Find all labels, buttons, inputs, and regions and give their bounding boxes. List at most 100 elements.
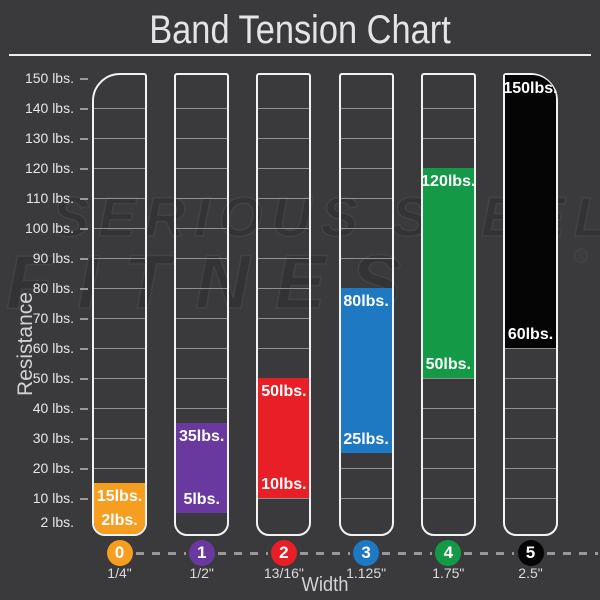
y-tick-mark [80, 318, 88, 320]
gridline [94, 318, 145, 319]
y-tick-mark [80, 468, 88, 470]
y-tick-label: 50 lbs. [32, 370, 74, 386]
gridline [258, 288, 310, 289]
gridline [176, 198, 228, 199]
x-axis-title: Width [301, 574, 349, 596]
gridline [340, 228, 392, 229]
band-bar: 15lbs. 2lbs. [94, 483, 145, 534]
gridline [505, 348, 556, 349]
gridline [505, 378, 556, 379]
gridline [258, 108, 310, 109]
band-min-label: 25lbs. [343, 431, 389, 448]
y-tick-label: 40 lbs. [32, 400, 74, 416]
y-tick-mark [80, 108, 88, 110]
gridline [258, 258, 310, 259]
dashed-connector [464, 552, 515, 555]
gridline [258, 228, 310, 229]
y-tick-label: 60 lbs. [32, 340, 74, 356]
band-bar: 120lbs. 50lbs. [421, 168, 475, 378]
gridline [422, 378, 474, 379]
band-number-circle: 0 [106, 540, 133, 566]
gridline [422, 108, 474, 109]
y-tick-label: 100 lbs. [24, 220, 74, 236]
y-tick-label: 90 lbs. [32, 250, 74, 266]
registered-trademark-icon: ® [573, 246, 589, 269]
y-tick-label: 130 lbs. [24, 130, 74, 146]
band-bar: 35lbs. 5lbs. [176, 423, 228, 513]
gridline [94, 408, 145, 409]
gridline [94, 108, 145, 109]
gridline [340, 168, 392, 169]
dashed-connector [217, 552, 268, 555]
band-width-label: 13/16" [263, 565, 304, 581]
band-width-label: 2.5" [518, 565, 543, 581]
gridline [176, 228, 228, 229]
gridline [422, 408, 474, 409]
y-tick-label: 70 lbs. [32, 310, 74, 326]
y-tick-mark [80, 258, 88, 260]
brand-watermark-line2: FITNESS [5, 240, 502, 325]
gridline [505, 408, 556, 409]
gridline [176, 378, 228, 379]
band-max-label: 150lbs. [503, 80, 558, 97]
gridline [258, 318, 310, 319]
band-max-label: 35lbs. [179, 428, 225, 445]
y-tick-mark [80, 498, 88, 500]
gridline [258, 138, 310, 139]
band-width-label: 1.75" [432, 565, 465, 581]
y-tick-mark [80, 378, 88, 380]
gridline [176, 348, 228, 349]
band-min-label: 5lbs. [183, 491, 220, 508]
y-tick-label: 80 lbs. [32, 280, 74, 296]
gridline [340, 498, 392, 499]
band-min-label: 50lbs. [425, 356, 471, 373]
y-tick-label: 10 lbs. [32, 490, 74, 506]
gridline [94, 228, 145, 229]
band-tube: 150lbs. 60lbs. [503, 73, 558, 536]
band-bar: 150lbs. 60lbs. [503, 75, 558, 348]
gridline [94, 288, 145, 289]
gridline [94, 258, 145, 259]
y-tick-mark [80, 78, 88, 80]
dashed-connector [546, 552, 598, 555]
band-width-label: 1/4" [107, 565, 132, 581]
band-bar: 50lbs. 10lbs. [258, 378, 310, 498]
y-tick-mark [80, 288, 88, 290]
y-tick-mark [80, 168, 88, 170]
y-tick-label: 20 lbs. [32, 460, 74, 476]
gridline [176, 258, 228, 259]
y-tick-mark [80, 438, 88, 440]
band-min-label: 10lbs. [261, 476, 307, 493]
gridline [94, 138, 145, 139]
band-bar: 80lbs. 25lbs. [340, 288, 392, 453]
gridline [176, 288, 228, 289]
y-tick-mark [80, 228, 88, 230]
gridline [258, 348, 310, 349]
gridline [94, 168, 145, 169]
y-tick-mark [80, 348, 88, 350]
band-max-label: 50lbs. [261, 383, 307, 400]
gridline [94, 198, 145, 199]
band-number-circle: 2 [270, 540, 297, 566]
title-underline [9, 54, 591, 56]
band-number-circle: 4 [435, 540, 462, 566]
gridline [258, 198, 310, 199]
y-tick-mark [80, 408, 88, 410]
band-width-label: 1/2" [189, 565, 214, 581]
band-max-label: 120lbs. [421, 173, 476, 190]
y-tick-label: 120 lbs. [24, 160, 74, 176]
band-tube: 35lbs. 5lbs. [174, 73, 230, 536]
gridline [94, 348, 145, 349]
gridline [176, 318, 228, 319]
gridline [505, 498, 556, 499]
gridline [176, 168, 228, 169]
chart-title: Band Tension Chart [149, 8, 451, 52]
y-tick-label: 30 lbs. [32, 430, 74, 446]
y-tick-label: 150 lbs. [24, 70, 74, 86]
y-tick-label: 110 lbs. [26, 190, 74, 206]
gridline [94, 438, 145, 439]
dashed-connector [382, 552, 433, 555]
